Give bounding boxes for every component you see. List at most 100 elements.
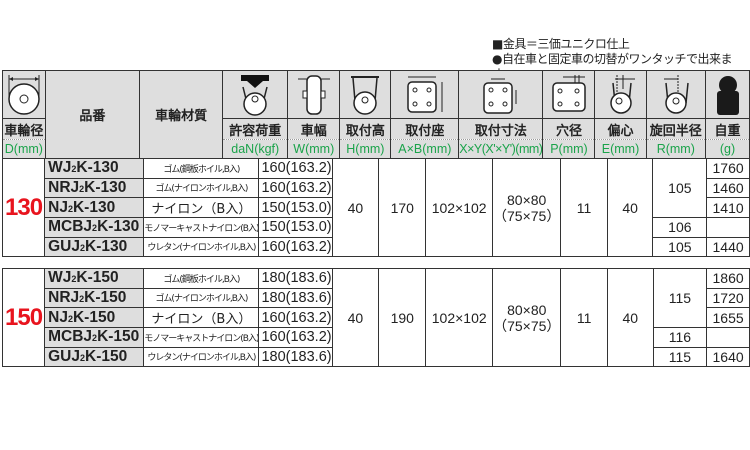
table-row: NJ2K-150 ナイロン（B入） 160(163.2) 1655 <box>3 307 750 328</box>
allowable-load: 150(153.0) <box>258 197 333 218</box>
model-number: MCBJ2K-130 <box>44 217 145 238</box>
col-unit: X×Y(X'×Y')(mm) <box>458 139 544 159</box>
table-row: 150 WJ2K-150 ゴム(鋼板ホイル,B入) 180(183.6) 40 190 10… <box>1 268 750 367</box>
hole-diameter: 11 <box>560 158 608 257</box>
model-number: NJ2K-130 <box>44 197 145 218</box>
wheel-material: ゴム(鋼板ホイル,B入) <box>143 158 260 179</box>
model-number: WJ2K-150 <box>44 268 145 289</box>
wheel-material: ウレタン(ナイロンホイル,B入) <box>143 236 260 257</box>
table-row: NRJ2K-150 ゴム(ナイロンホイル,B入) 180(183.6) 1720 <box>3 287 750 308</box>
col-unit: H(mm) <box>339 139 392 159</box>
unit-weight: 1655 <box>706 307 750 328</box>
allowable-load: 160(163.2) <box>258 327 333 348</box>
table-row: 130 WJ2K-130 ゴム(鋼板ホイル,B入) 160(163.2) 40 170 10… <box>1 158 750 257</box>
wheel-material: ゴム(ナイロンホイル,B入) <box>143 287 260 308</box>
wheel-material: ナイロン（B入） <box>143 197 260 218</box>
model-number: NRJ2K-150 <box>44 287 145 308</box>
wheel-material: モノマーキャストナイロン(B入) <box>143 217 260 238</box>
col-unit: W(mm) <box>287 139 341 159</box>
col-label: 許容荷重 <box>222 118 289 140</box>
col-label: 取付寸法 <box>458 118 544 140</box>
col-unit: A×B(mm) <box>390 139 460 159</box>
col-label: 自重 <box>705 118 750 140</box>
col-label: 偏心 <box>594 118 647 140</box>
swivel-radius: 106 <box>652 217 708 238</box>
table-row: MCBJ2K-130 モノマーキャストナイロン(B入) 150(153.0) 106 <box>3 217 750 238</box>
col-label: 取付座 <box>390 118 460 140</box>
plate-size: 102×102 <box>425 158 493 257</box>
allowable-load: 160(163.2) <box>258 158 333 179</box>
note-finish: ■金具＝三価ユニクロ仕上 <box>492 37 630 51</box>
col-model: 品番 <box>44 70 140 159</box>
swivel-radius: 115 <box>652 268 708 328</box>
mounting-height-icon <box>339 70 392 119</box>
model-number: MCBJ2K-150 <box>44 327 145 348</box>
wheel-material: モノマーキャストナイロン(B入) <box>143 327 260 348</box>
table-row: NJ2K-130 ナイロン（B入） 150(153.0) 1410 <box>3 197 750 218</box>
col-unit: E(mm) <box>594 139 647 159</box>
table-row: GUJ2K-150 ウレタン(ナイロンホイル,B入) 180(183.6) 115 16… <box>3 346 750 367</box>
wheel-size: 130 <box>1 158 46 257</box>
wheel-size: 150 <box>1 268 46 367</box>
model-number: GUJ2K-130 <box>44 236 145 257</box>
wheel-width: 40 <box>331 268 380 367</box>
wheel-diameter-icon <box>2 70 46 119</box>
unit-weight: 1760 <box>706 158 750 179</box>
allowable-load: 160(163.2) <box>258 236 333 257</box>
bolt-spacing: 80×80 （75×75） <box>492 268 562 367</box>
col-unit: daN(kgf) <box>222 139 289 159</box>
col-unit: (g) <box>705 139 750 159</box>
unit-weight: 1440 <box>706 236 750 257</box>
table-row: GUJ2K-130 ウレタン(ナイロンホイル,B入) 160(163.2) 105 14… <box>3 236 750 257</box>
wheel-width: 40 <box>331 158 380 257</box>
allowable-load: 180(183.6) <box>258 346 333 367</box>
table-row: NRJ2K-130 ゴム(ナイロンホイル,B入) 160(163.2) 1460 <box>3 177 750 198</box>
wheel-material: ナイロン（B入） <box>143 307 260 328</box>
swivel-radius: 105 <box>652 158 708 218</box>
col-label: 穴径 <box>542 118 596 140</box>
unit-weight: 1860 <box>706 268 750 289</box>
unit-weight: 1410 <box>706 197 750 218</box>
wheel-material: ゴム(鋼板ホイル,B入) <box>143 268 260 289</box>
col-label: 旋回半径 <box>645 118 707 140</box>
col-label: 車幅 <box>287 118 341 140</box>
offset: 40 <box>606 268 654 367</box>
swivel-radius: 115 <box>652 346 708 367</box>
swivel-radius-icon <box>645 70 707 119</box>
unit-weight <box>706 217 750 238</box>
weight-icon <box>705 70 750 119</box>
mounting-height: 190 <box>378 268 427 367</box>
wheel-material: ゴム(ナイロンホイル,B入) <box>143 177 260 198</box>
model-number: NRJ2K-130 <box>44 177 145 198</box>
load-arrow-caster-icon <box>222 70 289 119</box>
mounting-height: 170 <box>378 158 427 257</box>
col-label: 取付高 <box>339 118 392 140</box>
bolt-spacing: 80×80 （75×75） <box>491 158 562 257</box>
swivel-radius: 116 <box>652 327 708 348</box>
allowable-load: 180(183.6) <box>258 268 333 289</box>
plate-size: 102×102 <box>425 268 494 367</box>
allowable-load: 160(163.2) <box>258 177 333 198</box>
unit-weight <box>706 327 750 348</box>
allowable-load: 160(163.2) <box>258 307 333 328</box>
offset: 40 <box>606 158 654 257</box>
unit-weight: 1460 <box>706 177 750 198</box>
model-number: GUJ2K-150 <box>44 346 145 367</box>
offset-icon <box>594 70 647 119</box>
unit-weight: 1720 <box>706 287 750 308</box>
table-row: MCBJ2K-150 モノマーキャストナイロン(B入) 160(163.2) 116 <box>3 327 750 348</box>
swivel-radius: 105 <box>652 236 708 257</box>
col-unit: D(mm) <box>2 139 46 159</box>
hole-diameter: 11 <box>560 268 608 367</box>
allowable-load: 150(153.0) <box>258 217 333 238</box>
model-number: NJ2K-150 <box>44 307 145 328</box>
bolt-spacing-icon <box>458 70 544 119</box>
wheel-material: ウレタン(ナイロンホイル,B入) <box>143 346 260 367</box>
col-label: 車輪径 <box>2 118 46 140</box>
plate-size-icon <box>390 70 460 119</box>
col-unit: R(mm) <box>645 139 707 159</box>
col-material: 車輪材質 <box>138 70 224 159</box>
model-number: WJ2K-130 <box>44 158 145 179</box>
allowable-load: 180(183.6) <box>258 287 333 308</box>
hole-diameter-icon <box>542 70 596 119</box>
